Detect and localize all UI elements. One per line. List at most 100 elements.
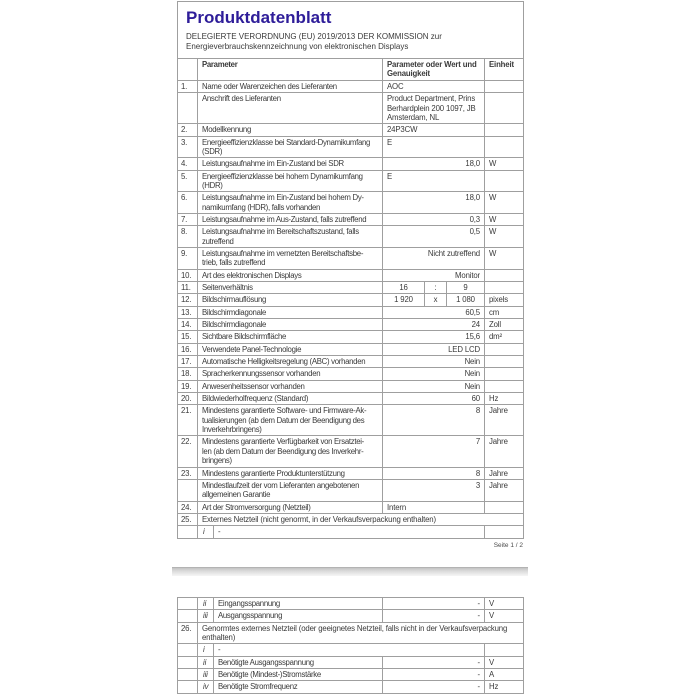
row-label: Eingangsspannung bbox=[214, 598, 383, 610]
row-value: 8 bbox=[383, 405, 485, 436]
row-letter: ii bbox=[198, 598, 214, 610]
row-label: Name oder Warenzeichen des Lieferanten bbox=[198, 80, 383, 93]
row-value: Nein bbox=[383, 368, 485, 380]
row-label: Mindestens garantierte Verfügbarkeit von… bbox=[198, 436, 383, 467]
row-label: Anschrift des Lieferanten bbox=[198, 93, 383, 124]
row-value: Nein bbox=[383, 380, 485, 393]
row-merged-label: Genormtes externes Netzteil (oder geeign… bbox=[202, 623, 508, 643]
row-value: Nicht zutreffend bbox=[383, 247, 485, 269]
row-merged-label: Externes Netzteil (nicht genormt, in der… bbox=[202, 514, 436, 524]
row-unit bbox=[485, 171, 523, 192]
table-row: 21. Mindestens garantierte Software- und … bbox=[178, 405, 523, 437]
row-label: Art der Stromversorgung (Netzteil) bbox=[198, 501, 383, 513]
table-row: 8. Leistungsaufnahme im Bereitschaftszust… bbox=[178, 226, 523, 248]
table-row: 2. Modellkennung 24P3CW bbox=[178, 124, 523, 137]
row-value: Intern bbox=[383, 501, 485, 513]
row-number: 21. bbox=[178, 405, 198, 436]
row-number: 9. bbox=[178, 247, 198, 269]
row-unit: Jahre bbox=[489, 437, 508, 447]
row-number bbox=[178, 93, 198, 124]
table-header-row: Parameter Parameter oder Wert und Genaui… bbox=[178, 59, 523, 81]
row-label: Mindestens garantierte Software- und Fir… bbox=[198, 405, 383, 436]
row-unit bbox=[485, 356, 523, 367]
table-row: Mindestlaufzeit der vom Lieferanten ange… bbox=[178, 479, 523, 502]
row-unit: Hz bbox=[489, 682, 499, 692]
row-label: Verwendete Panel-Technologie bbox=[198, 343, 383, 356]
table-row: 7. Leistungsaufnahme im Aus-Zustand, fall… bbox=[178, 213, 523, 227]
row-unit: V bbox=[489, 599, 495, 608]
row-unit bbox=[485, 124, 523, 135]
row-number: 2. bbox=[178, 124, 198, 136]
table-row: 14. Bildschirmdiagonale 24 Zoll bbox=[178, 319, 523, 332]
row-number: 8. bbox=[178, 226, 198, 247]
row-split-value: : bbox=[425, 282, 447, 294]
table-row: 16. Verwendete Panel-Technologie LED LCD bbox=[178, 343, 523, 357]
row-label: Leistungsaufnahme im Aus-Zustand, falls … bbox=[198, 213, 383, 226]
table-row: 11. Seitenverhältnis 16:9 bbox=[178, 282, 523, 295]
row-label: Ausgangsspannung bbox=[214, 610, 383, 622]
row-number bbox=[178, 598, 198, 610]
table-row: 1. Name oder Warenzeichen des Lieferanten… bbox=[178, 80, 523, 94]
row-unit: cm bbox=[489, 307, 500, 317]
row-value: - bbox=[383, 669, 485, 681]
row-unit: Hz bbox=[489, 394, 499, 404]
row-label: Benötigte Stromfrequenz bbox=[214, 681, 383, 693]
table-row: i- bbox=[178, 644, 523, 657]
row-number: 11. bbox=[178, 282, 198, 294]
datasheet-page-1: Produktdatenblatt DELEGIERTE VERORDNUNG … bbox=[177, 1, 524, 549]
row-value: Monitor bbox=[383, 269, 485, 282]
header-number-cell bbox=[178, 59, 198, 80]
row-letter: i bbox=[198, 644, 214, 656]
regulation-subtitle: DELEGIERTE VERORDNUNG (EU) 2019/2013 DER… bbox=[186, 31, 442, 52]
row-number bbox=[178, 681, 198, 693]
row-label: Spracherkennungssensor vorhanden bbox=[198, 368, 383, 380]
row-value: E bbox=[383, 136, 485, 158]
row-unit bbox=[485, 526, 523, 537]
table-row: i- bbox=[178, 526, 523, 538]
table-row: 12. Bildschirmauflösung 1 920 x 1 080 pixels bbox=[178, 294, 523, 307]
row-unit: dm² bbox=[489, 332, 502, 342]
row-split-value: 16 bbox=[383, 282, 425, 294]
row-unit: Jahre bbox=[489, 406, 508, 416]
row-value: - bbox=[383, 681, 485, 693]
row-unit: W bbox=[489, 193, 497, 203]
row-value: E bbox=[383, 170, 485, 192]
row-unit: W bbox=[489, 214, 497, 224]
row-label: Bildschirmdiagonale bbox=[198, 319, 383, 331]
header-parameter: Parameter bbox=[198, 59, 383, 80]
table-row: ii Benötigte Ausgangsspannung - V bbox=[178, 656, 523, 670]
row-value: LED LCD bbox=[383, 343, 485, 356]
row-label: Anwesenheitssensor vorhanden bbox=[198, 380, 383, 393]
row-letter: iv bbox=[198, 681, 214, 693]
row-number: 18. bbox=[178, 368, 198, 380]
header-value: Parameter oder Wert und Genauigkeit bbox=[383, 59, 485, 80]
row-number bbox=[178, 656, 198, 669]
row-label: Leistungsaufnahme im Ein-Zustand bei SDR bbox=[198, 158, 383, 170]
table-row: 17. Automatische Helligkeitsregelung (ABC… bbox=[178, 356, 523, 369]
row-unit: Jahre bbox=[489, 468, 508, 478]
row-label: Art des elektronischen Displays bbox=[198, 269, 383, 282]
row-label: Leistungsaufnahme im vernetzten Bereitsc… bbox=[198, 247, 383, 269]
row-unit: V bbox=[489, 611, 495, 621]
row-unit bbox=[485, 368, 523, 379]
row-unit bbox=[485, 81, 523, 92]
row-number: 6. bbox=[178, 192, 198, 213]
row-label: Energieeffizienzklasse bei Standard-Dyna… bbox=[198, 136, 383, 158]
table-row: Anschrift des Lieferanten Product Departm… bbox=[178, 93, 523, 125]
row-value: 60 bbox=[383, 393, 485, 405]
row-number: 17. bbox=[178, 356, 198, 368]
row-number: 14. bbox=[178, 319, 198, 331]
row-label: Sichtbare Bildschirmfläche bbox=[198, 331, 383, 343]
row-value: 24P3CW bbox=[383, 124, 485, 136]
row-number bbox=[178, 479, 198, 501]
row-label: Bildschirmauflösung bbox=[198, 294, 383, 306]
table-row: iv Benötigte Stromfrequenz - Hz bbox=[178, 681, 523, 693]
row-unit: V bbox=[489, 657, 495, 667]
row-value: - bbox=[383, 598, 485, 610]
row-split-value: x bbox=[425, 294, 447, 306]
table-row: 5. Energieeffizienzklasse bei hohem Dynam… bbox=[178, 170, 523, 193]
row-split-value: 1 080 bbox=[447, 294, 485, 306]
table-row: 26. Genormtes externes Netzteil (oder gee… bbox=[178, 622, 523, 645]
row-unit bbox=[485, 282, 523, 293]
